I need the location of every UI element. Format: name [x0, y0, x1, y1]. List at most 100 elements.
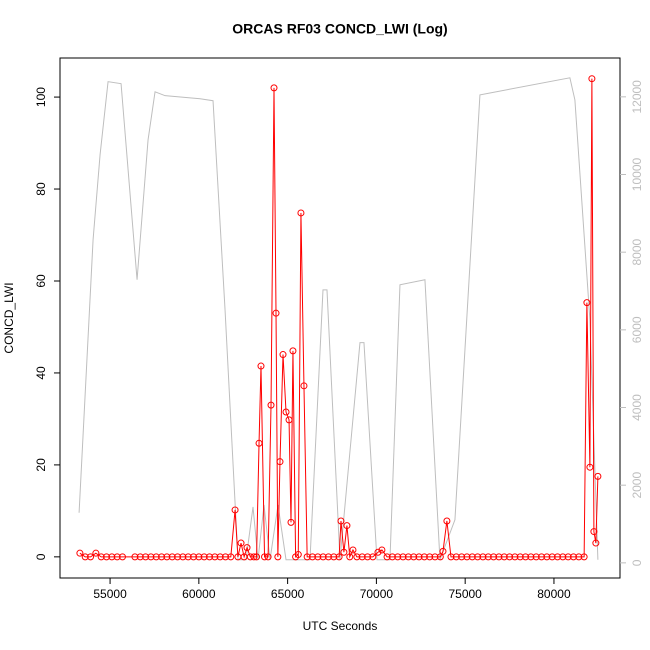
x-axis-label: UTC Seconds [303, 619, 378, 633]
data-point [179, 553, 187, 561]
data-point [308, 553, 316, 561]
y-axis-label: CONCD_LWI [2, 282, 16, 353]
data-point [267, 401, 275, 409]
data-point [282, 408, 290, 416]
x-tick-label: 75000 [448, 587, 482, 601]
data-point [294, 551, 302, 559]
data-point [231, 506, 239, 514]
y-tick-label: 0 [34, 553, 48, 560]
data-point [76, 549, 84, 557]
y2-tick-label: 4000 [630, 394, 644, 421]
y2-tick-label: 12000 [630, 80, 644, 114]
data-point [340, 548, 348, 556]
data-point [506, 553, 514, 561]
data-point [250, 553, 258, 561]
data-point [257, 362, 265, 370]
data-point [118, 553, 126, 561]
y2-tick-label: 0 [630, 559, 644, 566]
y-tick-label: 80 [34, 182, 48, 196]
data-point [436, 553, 444, 561]
data-point [511, 553, 519, 561]
data-point [346, 553, 354, 561]
data-point [253, 553, 261, 561]
data-point [383, 553, 391, 561]
x-tick-label: 80000 [537, 587, 571, 601]
data-point [522, 553, 530, 561]
data-point [426, 553, 434, 561]
y2-tick-label: 10000 [630, 157, 644, 191]
x-tick-label: 55000 [93, 587, 127, 601]
data-point [527, 553, 535, 561]
data-point [270, 84, 278, 92]
data-point [92, 549, 100, 557]
data-point [554, 553, 562, 561]
data-point [168, 553, 176, 561]
y2-tick-label: 8000 [630, 239, 644, 266]
data-point [586, 463, 594, 471]
data-point [343, 522, 351, 530]
data-point [87, 553, 95, 561]
data-point [300, 382, 308, 390]
data-point [443, 517, 451, 525]
data-point [559, 553, 567, 561]
data-point [410, 553, 418, 561]
data-point [349, 546, 357, 554]
data-point [264, 553, 272, 561]
data-point [538, 553, 546, 561]
data-point [500, 553, 508, 561]
data-point [580, 553, 588, 561]
data-point [243, 544, 251, 552]
data-point [548, 553, 556, 561]
data-point [468, 553, 476, 561]
data-point [131, 553, 139, 561]
data-point [324, 553, 332, 561]
data-point [319, 553, 327, 561]
data-point [439, 547, 447, 555]
data-point [279, 351, 287, 359]
data-point [81, 553, 89, 561]
data-point [287, 518, 295, 526]
data-point [195, 553, 203, 561]
data-point [255, 439, 263, 447]
y-tick-label: 40 [34, 366, 48, 380]
data-point [415, 553, 423, 561]
plot-box [59, 57, 621, 579]
data-point [205, 553, 213, 561]
data-point [147, 553, 155, 561]
data-point [163, 553, 171, 561]
data-point [200, 553, 208, 561]
data-point [588, 75, 596, 83]
y2-tick-label: 6000 [630, 316, 644, 343]
data-point [353, 553, 361, 561]
data-point [303, 553, 311, 561]
data-point [272, 309, 280, 317]
data-point [590, 528, 598, 536]
chart-title: ORCAS RF03 CONCD_LWI (Log) [232, 21, 447, 37]
data-point [388, 553, 396, 561]
data-point [174, 553, 182, 561]
data-point [479, 553, 487, 561]
data-point [274, 553, 282, 561]
data-point [221, 553, 229, 561]
data-point [337, 517, 345, 525]
data-point [458, 553, 466, 561]
data-point [447, 553, 455, 561]
y2-tick-label: 2000 [630, 472, 644, 499]
series-line [79, 78, 599, 559]
data-point [569, 553, 577, 561]
data-point [142, 553, 150, 561]
data-point [136, 553, 144, 561]
data-point [543, 553, 551, 561]
data-point [190, 553, 198, 561]
data-point [184, 553, 192, 561]
data-point [463, 553, 471, 561]
x-tick-label: 60000 [182, 587, 216, 601]
data-point [378, 546, 386, 554]
data-point [369, 553, 377, 561]
data-point [490, 553, 498, 561]
data-point [431, 553, 439, 561]
data-point [108, 553, 116, 561]
data-point [399, 553, 407, 561]
data-point [261, 553, 269, 561]
